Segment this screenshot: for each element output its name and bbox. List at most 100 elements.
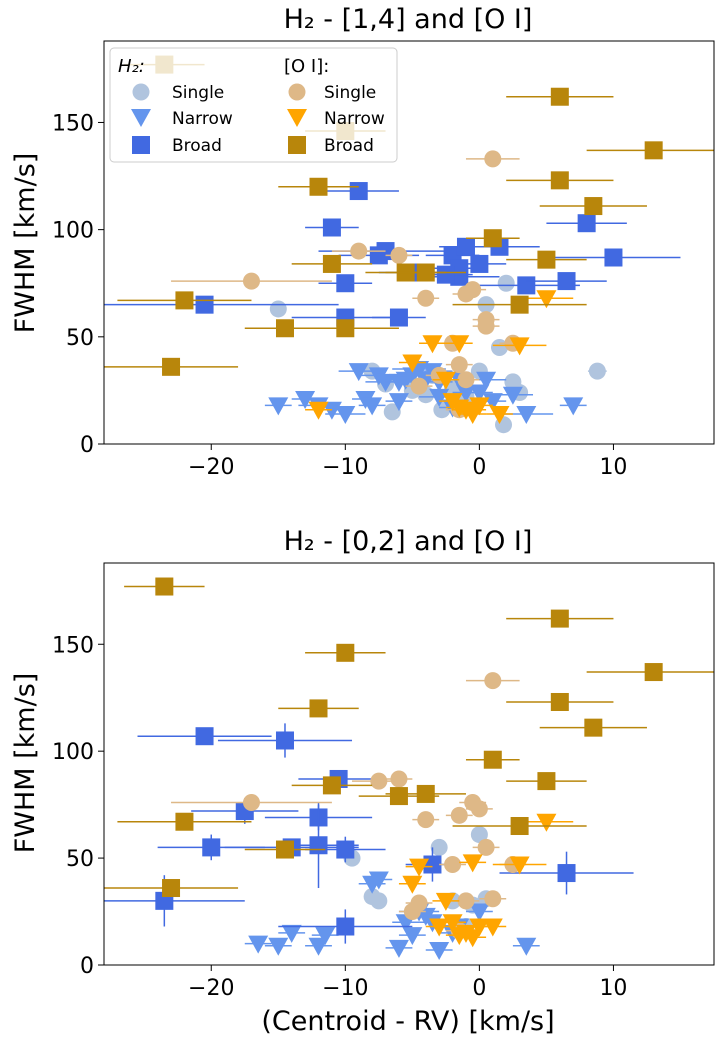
point-o-i-narrow [536, 290, 557, 309]
point-h-narrow [563, 397, 584, 416]
legend-h2-narrow-label: Narrow [172, 109, 233, 129]
point-o-i-single [470, 800, 488, 818]
legend-oi-broad-label: Broad [324, 136, 374, 156]
point-h-narrow [429, 942, 450, 961]
point-o-i-broad [510, 817, 529, 836]
point-o-i-narrow [308, 401, 329, 420]
legend-oi-broad-marker [288, 136, 306, 154]
point-o-i-narrow [536, 813, 557, 832]
point-o-i-broad [162, 879, 181, 898]
point-o-i-broad [537, 250, 556, 269]
point-o-i-broad [644, 663, 663, 682]
x-tick-label: 0 [472, 976, 486, 1001]
point-o-i-narrow [422, 335, 443, 354]
point-h-single [470, 826, 488, 844]
panel-bottom-title: H₂ - [0,2] and [O I] [284, 526, 533, 557]
x-axis-label: (Centroid - RV) [km/s] [261, 1006, 554, 1037]
point-o-i-narrow [462, 929, 483, 948]
y-tick-label: 50 [66, 847, 94, 872]
point-h-broad [557, 864, 576, 883]
point-o-i-broad [322, 254, 341, 273]
point-h-narrow [476, 371, 497, 390]
point-h-broad [336, 840, 355, 859]
x-tick-label: 10 [599, 455, 627, 480]
point-o-i-single [457, 371, 475, 389]
point-h-broad [275, 731, 294, 750]
point-h-broad [336, 917, 355, 936]
y-tick-label: 50 [66, 326, 94, 351]
point-o-i-narrow [509, 337, 530, 356]
point-o-i-broad [550, 692, 569, 711]
point-o-i-narrow [435, 371, 456, 390]
point-o-i-single [477, 311, 495, 329]
point-h-broad [517, 276, 536, 295]
point-h-broad [423, 855, 442, 874]
panel-top: H₂ - [1,4] and [O I] FWHM [km/s] −20 −10 0… [10, 4, 715, 480]
x-tick-label: −10 [322, 976, 368, 1001]
point-o-i-narrow [409, 858, 430, 877]
point-o-i-single [417, 289, 435, 307]
point-h-narrow [455, 384, 476, 403]
point-o-i-broad [550, 609, 569, 628]
legend-h2-narrow-marker [131, 109, 151, 127]
y-tick-label: 150 [52, 633, 94, 658]
point-h-narrow [516, 937, 537, 956]
point-o-i-broad [155, 577, 174, 596]
legend-box [109, 47, 398, 163]
y-tick-label: 100 [52, 219, 94, 244]
point-h-broad [336, 274, 355, 293]
point-o-i-broad [336, 643, 355, 662]
legend: H₂: [O I]: Single Narrow Broad Single Na… [109, 47, 398, 163]
point-h-narrow [315, 927, 336, 946]
point-o-i-narrow [462, 854, 483, 873]
point-o-i-narrow [435, 892, 456, 911]
point-o-i-narrow [449, 335, 470, 354]
point-o-i-narrow [469, 918, 490, 937]
point-o-i-narrow [482, 918, 503, 937]
point-h-narrow [388, 393, 409, 412]
point-h-narrow [308, 937, 329, 956]
point-h-narrow [248, 935, 269, 954]
panel-bottom-ylabel: FWHM [km/s] [10, 673, 41, 854]
point-o-i-narrow [402, 354, 423, 373]
x-tick-label: −20 [188, 976, 234, 1001]
point-o-i-narrow [402, 875, 423, 894]
point-o-i-broad [483, 750, 502, 769]
point-h-narrow [402, 927, 423, 946]
x-tick-label: −20 [188, 455, 234, 480]
point-o-i-single [410, 377, 428, 395]
point-o-i-single [464, 281, 482, 299]
point-o-i-broad [175, 291, 194, 310]
point-h-single [497, 274, 515, 292]
x-tick-label: 0 [472, 455, 486, 480]
panel-top-title: H₂ - [1,4] and [O I] [284, 4, 533, 35]
point-h-broad [322, 218, 341, 237]
point-h-narrow [348, 363, 369, 382]
point-h-narrow [268, 397, 289, 416]
point-o-i-single [410, 894, 428, 912]
panel-bottom: H₂ - [0,2] and [O I] FWHM [km/s] −20 −10 0… [10, 526, 715, 1037]
point-o-i-narrow [429, 918, 450, 937]
point-h-broad [195, 295, 214, 314]
point-h-narrow [502, 386, 523, 405]
point-o-i-broad [510, 295, 529, 314]
point-o-i-broad [309, 699, 328, 718]
point-o-i-broad [275, 840, 294, 859]
legend-h2-single-label: Single [172, 83, 224, 103]
point-o-i-broad [416, 263, 435, 282]
legend-h2-single-marker [132, 83, 150, 101]
point-o-i-single [477, 838, 495, 856]
legend-oi-title: [O I]: [284, 56, 329, 77]
point-o-i-single [390, 246, 408, 264]
point-o-i-narrow [462, 401, 483, 420]
point-h-broad [436, 265, 455, 284]
legend-h2-broad-marker [132, 136, 150, 154]
point-o-i-narrow [442, 914, 463, 933]
panel-top-ylabel: FWHM [km/s] [10, 153, 41, 334]
y-tick-label: 0 [80, 954, 94, 979]
point-o-i-single [484, 150, 502, 168]
point-o-i-single [390, 770, 408, 788]
point-h-narrow [368, 871, 389, 890]
point-h-narrow [335, 405, 356, 424]
